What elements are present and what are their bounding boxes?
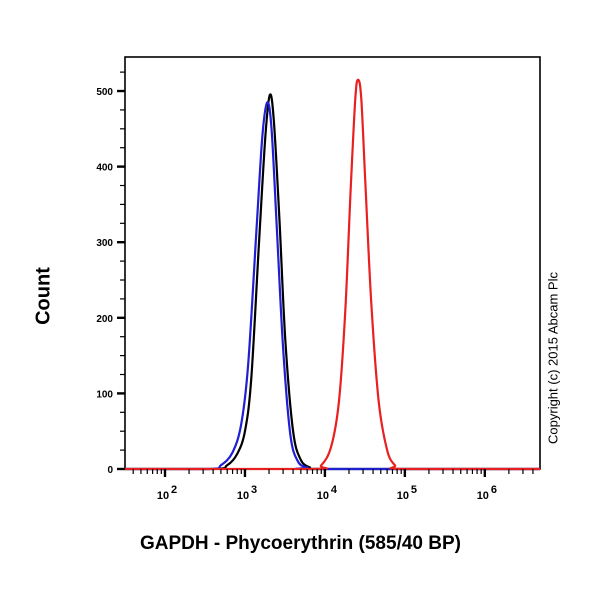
y-tick-label: 400	[96, 163, 113, 174]
y-axis-label: Count	[32, 267, 55, 325]
y-tick-label: 0	[107, 465, 113, 476]
x-tick-exponent: 4	[331, 484, 338, 496]
x-tick-label: 10	[157, 490, 169, 502]
x-tick-label: 10	[237, 490, 249, 502]
x-tick-label: 10	[317, 490, 329, 502]
y-tick-label: 300	[96, 238, 113, 249]
series-layer	[125, 78, 540, 471]
x-tick-exponent: 3	[251, 484, 257, 496]
y-tick-label: 100	[96, 389, 113, 400]
histogram-blue-line	[125, 101, 540, 471]
x-tick-exponent: 2	[171, 484, 177, 496]
x-tick-exponent: 5	[411, 484, 417, 496]
y-tick-label: 200	[96, 314, 113, 325]
copyright-notice: Copyright (c) 2015 Abcam Plc	[545, 272, 561, 444]
plot-border	[124, 56, 541, 470]
x-tick-label: 10	[397, 490, 409, 502]
y-tick-label: 500	[96, 87, 113, 98]
x-axis-label: GAPDH - Phycoerythrin (585/40 BP)	[140, 533, 461, 554]
plot-frame	[124, 56, 541, 470]
x-tick-label: 10	[477, 490, 489, 502]
histogram-red-line	[125, 78, 540, 471]
x-tick-exponent: 6	[491, 484, 497, 496]
histogram-black-line	[125, 93, 540, 471]
